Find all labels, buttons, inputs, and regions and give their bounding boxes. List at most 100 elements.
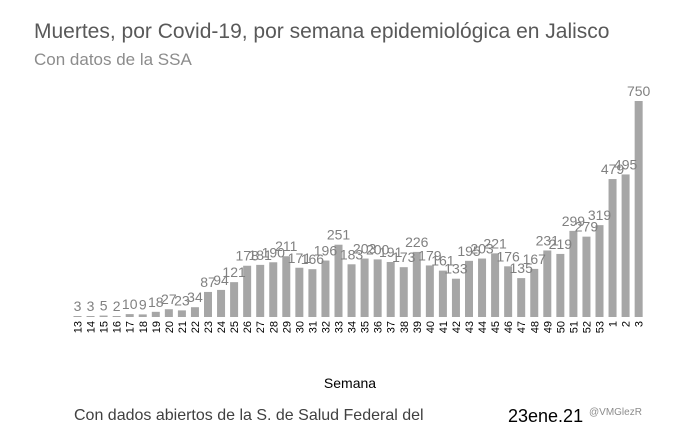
bar-week-33 — [334, 244, 343, 317]
tick-label-week-48: 48 — [529, 321, 541, 333]
value-label-week-44: 203 — [470, 241, 494, 257]
chart-subtitle: Con datos de la SSA — [34, 50, 192, 69]
tick-label-week-51: 51 — [568, 321, 580, 333]
bar-week-53 — [595, 225, 604, 317]
tick-label-week-21: 21 — [177, 321, 189, 333]
bar-week-30 — [295, 267, 304, 317]
value-label-week-19: 18 — [148, 294, 164, 310]
bar-week-36 — [373, 259, 382, 317]
bar-week-47 — [517, 278, 526, 317]
bar-week-21 — [177, 310, 186, 317]
tick-label-week-3: 3 — [634, 321, 646, 327]
tick-label-week-33: 33 — [334, 321, 346, 333]
source-note: Con dados abiertos de la S. de Salud Fed… — [74, 407, 424, 424]
bar-week-40 — [425, 265, 434, 317]
bar-week-45 — [491, 253, 500, 317]
tick-label-week-14: 14 — [86, 321, 98, 333]
tick-label-week-29: 29 — [281, 321, 293, 333]
value-label-week-37: 191 — [379, 244, 403, 260]
tick-label-week-46: 46 — [503, 321, 515, 333]
tick-label-week-28: 28 — [268, 321, 280, 333]
bar-week-27 — [256, 264, 265, 317]
tick-label-week-42: 42 — [451, 321, 463, 333]
x-tick-labels-group: 13 14 15 16 17 18 19 20 21 22 23 24 25 26 27 28 29 30 31 32… — [73, 321, 646, 333]
tick-label-week-35: 35 — [360, 321, 372, 333]
bar-week-51 — [569, 230, 578, 317]
value-label-week-53: 319 — [588, 207, 612, 223]
tick-label-week-44: 44 — [477, 321, 489, 333]
value-label-week-35: 203 — [353, 241, 377, 257]
bar-week-46 — [504, 266, 513, 317]
bar-week-25 — [230, 282, 239, 317]
value-label-week-17: 10 — [122, 296, 138, 312]
value-label-week-38: 173 — [392, 249, 416, 265]
bar-week-14 — [86, 316, 95, 317]
tick-label-week-32: 32 — [320, 321, 332, 333]
value-label-week-13: 3 — [74, 298, 82, 314]
value-label-week-34: 183 — [340, 246, 364, 262]
value-label-week-43: 195 — [457, 243, 481, 259]
source-date: 23ene.21 — [508, 406, 584, 426]
tick-label-week-15: 15 — [99, 321, 111, 333]
tick-label-week-40: 40 — [425, 321, 437, 333]
tick-label-week-38: 38 — [399, 321, 411, 333]
value-label-week-39: 226 — [405, 234, 429, 250]
tick-label-week-2: 2 — [621, 321, 633, 327]
value-label-week-47: 135 — [510, 260, 534, 276]
value-label-week-14: 3 — [87, 298, 95, 314]
tick-label-week-37: 37 — [386, 321, 398, 333]
bar-week-43 — [465, 260, 473, 317]
tick-label-week-25: 25 — [229, 321, 241, 333]
bar-week-24 — [217, 289, 226, 317]
tick-label-week-23: 23 — [203, 321, 215, 333]
tick-label-week-19: 19 — [151, 321, 163, 333]
value-label-week-33: 251 — [327, 227, 351, 243]
tick-label-week-1: 1 — [608, 321, 620, 327]
tick-label-week-45: 45 — [490, 321, 502, 333]
value-label-week-49: 231 — [536, 232, 560, 248]
bar-week-29 — [282, 256, 291, 317]
bar-week-23 — [204, 291, 212, 317]
bar-week-13 — [73, 316, 82, 317]
chart-title: Muertes, por Covid-19, por semana epidem… — [34, 20, 610, 43]
bar-week-48 — [530, 268, 539, 317]
value-label-week-26: 178 — [235, 248, 259, 264]
tick-label-week-52: 52 — [581, 321, 593, 333]
tick-label-week-47: 47 — [516, 321, 528, 333]
bar-week-32 — [321, 260, 330, 317]
value-label-week-41: 161 — [431, 253, 455, 269]
bar-week-31 — [308, 269, 317, 317]
bar-week-28 — [269, 262, 278, 317]
value-label-week-51: 299 — [562, 213, 586, 229]
value-label-week-48: 167 — [523, 251, 547, 267]
value-label-week-46: 176 — [496, 248, 520, 264]
bar-week-20 — [164, 309, 173, 317]
value-label-week-50: 219 — [549, 236, 573, 252]
tick-label-week-13: 13 — [73, 321, 85, 333]
tick-label-week-43: 43 — [464, 321, 476, 333]
bar-week-49 — [543, 250, 552, 317]
tick-label-week-17: 17 — [125, 321, 137, 333]
tick-label-week-26: 26 — [242, 321, 254, 333]
bar-week-3 — [634, 101, 643, 317]
x-axis-label: Semana — [323, 375, 377, 391]
tick-label-week-20: 20 — [164, 321, 176, 333]
tick-label-week-24: 24 — [216, 321, 228, 333]
value-label-week-24: 94 — [213, 272, 229, 288]
tick-label-week-49: 49 — [542, 321, 554, 333]
bar-week-44 — [478, 258, 487, 317]
tick-label-week-50: 50 — [555, 321, 567, 333]
tick-label-week-53: 53 — [595, 321, 607, 333]
value-label-week-21: 23 — [174, 292, 190, 308]
value-label-week-45: 221 — [483, 235, 507, 251]
value-labels-group: 3 3 5 2 10 9 182723348794121178181190211171166… — [74, 83, 651, 314]
value-label-week-18: 9 — [139, 296, 147, 312]
tick-label-week-27: 27 — [255, 321, 267, 333]
bar-week-2 — [621, 174, 630, 317]
bar-week-26 — [243, 265, 252, 317]
value-label-week-27: 181 — [249, 247, 273, 263]
value-label-week-22: 34 — [187, 289, 203, 305]
value-label-week-2: 495 — [614, 156, 638, 172]
tick-label-week-31: 31 — [307, 321, 319, 333]
